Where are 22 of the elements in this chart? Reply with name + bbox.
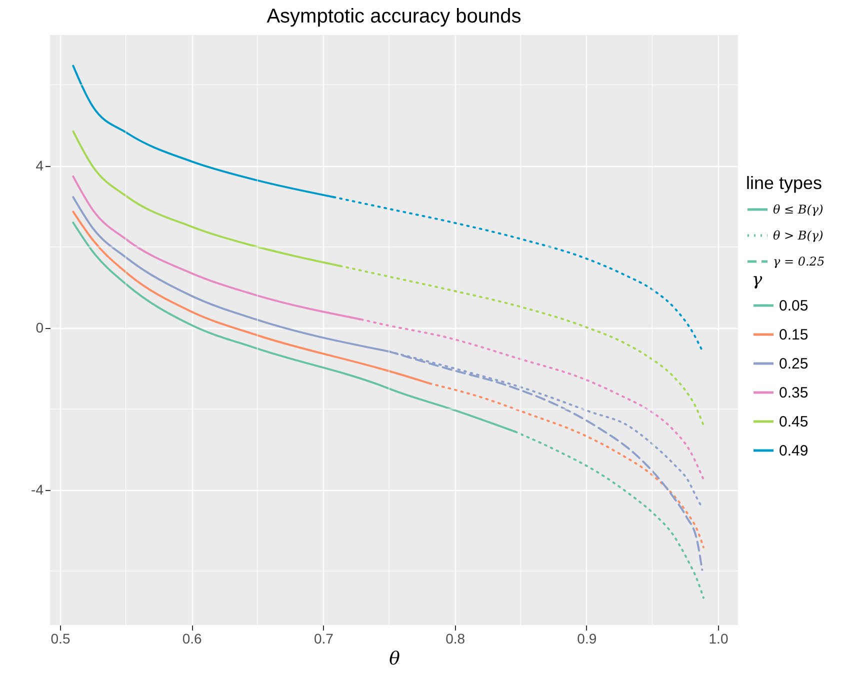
text: line types — [746, 173, 822, 193]
x-tick-label: 0.5 — [50, 630, 70, 646]
legend-label: 0.15 — [779, 326, 808, 344]
text: γ = 0.25 — [773, 254, 825, 268]
legend-label: 0.05 — [779, 298, 808, 314]
legend-label: 0.45 — [779, 414, 808, 430]
chart-title: Asymptotic accuracy bounds — [266, 6, 522, 28]
text: θ ≤ B(γ) — [773, 202, 824, 216]
y-tick-label: 4 — [36, 157, 44, 174]
y-tick-label: 0 — [36, 319, 44, 336]
text: θ > B(γ) — [773, 228, 824, 242]
x-tick-label: 0.6 — [182, 630, 202, 646]
x-tick-label: 0.7 — [314, 630, 334, 646]
legend-title: γ — [752, 270, 763, 290]
x-tick-label: 0.8 — [446, 630, 466, 646]
x-tick-label: 1.0 — [708, 630, 728, 646]
x-axis-title: θ — [389, 648, 400, 670]
legend-label: 0.25 — [779, 356, 808, 372]
x-tick-label: 0.9 — [577, 630, 597, 646]
y-tick-label: -4 — [31, 482, 44, 498]
legend-label: 0.49 — [779, 442, 808, 460]
legend-label: 0.35 — [779, 384, 808, 402]
